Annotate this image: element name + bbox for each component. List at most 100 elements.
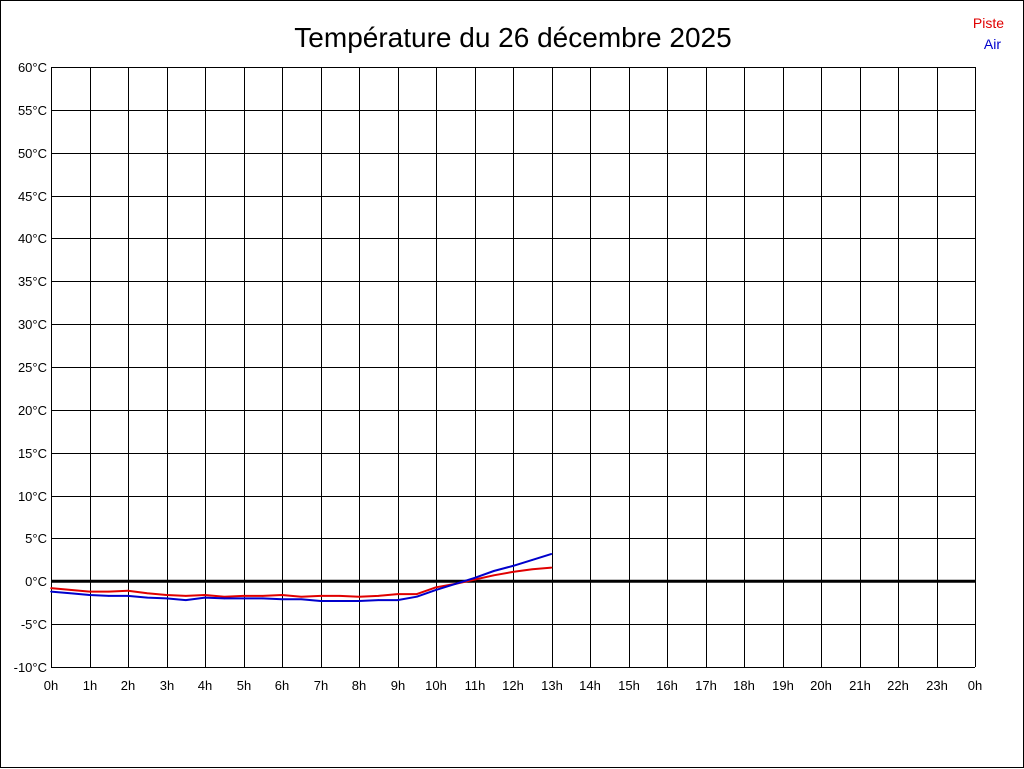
- y-tick-label: 30°C: [18, 317, 47, 332]
- x-tick-label: 23h: [926, 678, 948, 693]
- data-point-piste: [339, 595, 341, 597]
- data-point-piste: [435, 586, 437, 589]
- data-point-air: [377, 599, 380, 601]
- x-tick-label: 2h: [121, 678, 135, 693]
- x-tick-label: 16h: [656, 678, 678, 693]
- data-point-air: [204, 596, 206, 599]
- legend-entry-air: Air: [984, 36, 1001, 52]
- y-tick-label: 55°C: [18, 103, 47, 118]
- data-point-air: [319, 600, 322, 602]
- data-point-air: [185, 599, 187, 601]
- data-point-piste: [300, 595, 303, 598]
- x-tick-label: 0h: [968, 678, 982, 693]
- data-point-piste: [512, 571, 514, 573]
- data-point-air: [493, 570, 495, 572]
- y-tick-label: 35°C: [18, 274, 47, 289]
- data-point-air: [416, 595, 418, 598]
- data-point-air: [69, 592, 72, 595]
- data-point-air: [531, 559, 534, 561]
- data-point-air: [262, 597, 264, 600]
- data-point-piste: [396, 593, 399, 595]
- data-point-piste: [493, 574, 495, 577]
- y-tick-label: 15°C: [18, 446, 47, 461]
- y-tick-label: 5°C: [25, 531, 47, 546]
- data-point-piste: [531, 568, 534, 571]
- x-tick-label: 12h: [502, 678, 524, 693]
- x-tick-label: 0h: [44, 678, 58, 693]
- data-point-piste: [204, 594, 206, 596]
- data-point-piste: [281, 594, 283, 596]
- x-tick-label: 3h: [160, 678, 174, 693]
- y-tick-label: 40°C: [18, 231, 47, 246]
- y-tick-label: 25°C: [18, 360, 47, 375]
- x-tick-label: 17h: [695, 678, 717, 693]
- series-line-air: [50, 552, 552, 602]
- data-point-air: [512, 565, 514, 567]
- data-point-piste: [242, 595, 245, 597]
- x-tick-label: 8h: [352, 678, 366, 693]
- data-point-air: [50, 590, 52, 593]
- y-tick-label: -5°C: [21, 617, 47, 632]
- x-tick-label: 22h: [887, 678, 909, 693]
- x-tick-label: 6h: [275, 678, 289, 693]
- data-point-piste: [108, 590, 110, 593]
- x-tick-label: 20h: [810, 678, 832, 693]
- legend-entry-piste: Piste: [973, 15, 1004, 31]
- data-point-air: [473, 577, 476, 579]
- series-lines: [50, 552, 553, 602]
- data-point-air: [454, 583, 457, 585]
- data-point-piste: [50, 587, 52, 589]
- data-point-air: [281, 598, 283, 601]
- data-point-air: [127, 595, 129, 597]
- x-tick-label: 15h: [618, 678, 640, 693]
- data-point-air: [165, 597, 168, 600]
- y-tick-label: 20°C: [18, 403, 47, 418]
- grid: [51, 67, 976, 668]
- x-tick-label: 18h: [733, 678, 755, 693]
- data-point-piste: [473, 578, 476, 581]
- data-point-piste: [550, 566, 553, 569]
- x-tick-label: 5h: [237, 678, 251, 693]
- data-point-piste: [358, 595, 360, 598]
- data-point-air: [339, 600, 341, 602]
- data-point-piste: [377, 595, 380, 597]
- x-tick-label: 21h: [849, 678, 871, 693]
- data-point-air: [242, 597, 245, 600]
- data-point-piste: [165, 594, 168, 596]
- data-point-air: [550, 553, 553, 555]
- x-tick-label: 10h: [425, 678, 447, 693]
- data-point-air: [88, 594, 91, 596]
- y-tick-label: 10°C: [18, 489, 47, 504]
- y-tick-label: 45°C: [18, 189, 47, 204]
- data-point-piste: [127, 589, 129, 592]
- data-point-piste: [185, 595, 187, 597]
- y-tick-label: -10°C: [14, 660, 47, 675]
- data-point-piste: [223, 595, 226, 598]
- data-point-piste: [88, 590, 91, 593]
- data-point-air: [223, 597, 226, 600]
- data-point-air: [108, 595, 110, 597]
- chart-title: Température du 26 décembre 2025: [294, 22, 731, 53]
- data-point-piste: [319, 595, 322, 597]
- x-tick-label: 14h: [579, 678, 601, 693]
- data-point-piste: [262, 595, 264, 597]
- y-tick-label: 0°C: [25, 574, 47, 589]
- data-point-air: [358, 600, 360, 602]
- data-point-air: [300, 598, 303, 601]
- x-tick-label: 4h: [198, 678, 212, 693]
- x-tick-label: 7h: [314, 678, 328, 693]
- data-point-air: [146, 596, 149, 599]
- y-tick-label: 60°C: [18, 60, 47, 75]
- data-point-air: [396, 599, 399, 601]
- x-tick-label: 13h: [541, 678, 563, 693]
- axes: 0h 1h 2h 3h 4h 5h 6h 7h 8h 9h 10h 11h 12h 13h 14h 15h 16…: [14, 60, 983, 693]
- data-point-piste: [69, 589, 72, 591]
- x-tick-label: 19h: [772, 678, 794, 693]
- y-tick-label: 50°C: [18, 146, 47, 161]
- x-tick-label: 1h: [83, 678, 97, 693]
- data-point-air: [435, 589, 437, 591]
- data-point-piste: [416, 593, 418, 595]
- data-point-piste: [146, 592, 149, 595]
